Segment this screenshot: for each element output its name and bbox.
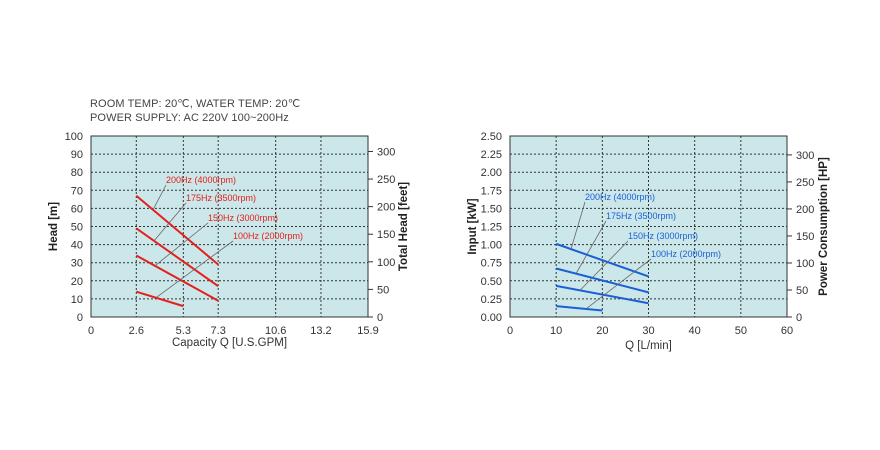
y2-tick-label: 300	[377, 146, 395, 158]
y2-axis-title: Power Consumption [HP]	[818, 157, 830, 296]
series-line	[555, 267, 649, 294]
plot-border	[90, 135, 369, 318]
y2-tick-label: 100	[796, 258, 814, 270]
y-tick-label: 0.25	[481, 294, 502, 306]
series-leader-line	[570, 201, 586, 250]
y2-tick-label: 300	[796, 150, 814, 162]
y-tick-label: 90	[71, 149, 83, 161]
y-tick-label: 100	[65, 131, 83, 143]
x-axis-title: Capacity Q [U.S.GPM]	[172, 337, 287, 349]
series-line	[135, 227, 219, 288]
x-tick-label: 0	[507, 325, 513, 337]
series-line	[135, 194, 219, 266]
y2-tick-label: 200	[377, 202, 395, 214]
y2-tick-label: 0	[377, 312, 383, 324]
y-tick-label: 0.75	[481, 258, 502, 270]
y2-tick-label: 150	[796, 231, 814, 243]
y-tick-label: 80	[71, 167, 83, 179]
y-tick-label: 1.75	[481, 185, 502, 197]
x-tick-label: 2.6	[129, 325, 144, 337]
y2-axis-title: Total Head [feet]	[398, 182, 410, 271]
x-tick-label: 7.3	[211, 325, 226, 337]
y2-tick-label: 100	[377, 257, 395, 269]
y-tick-label: 60	[71, 203, 83, 215]
series-label: 100Hz (2000rpm)	[651, 249, 721, 259]
plot-border	[509, 135, 788, 318]
y-tick-label: 0.50	[481, 276, 502, 288]
head-chart: 0 2.6 5.3 7.3 10.6 13.2 15.9010203040506070809…	[48, 131, 410, 349]
x-tick-label: 50	[735, 325, 747, 337]
y-axis-title: Head [m]	[48, 202, 60, 251]
series-leader-line	[155, 240, 234, 299]
y-tick-label: 20	[71, 276, 83, 288]
y2-tick-label: 0	[796, 312, 802, 324]
x-tick-label: 5.3	[176, 325, 191, 337]
y-tick-label: 10	[71, 294, 83, 306]
series-label: 175Hz (3500rpm)	[186, 193, 256, 203]
series-leader-line	[579, 240, 629, 291]
input-chart: 0 10 20 30 40 50 60 0.00 0.25 0.50 0.75 1.00 1.25 1.5…	[467, 131, 830, 352]
y2-tick-label: 50	[377, 284, 389, 296]
x-tick-label: 10.6	[265, 325, 286, 337]
x-tick-label: 10	[550, 325, 562, 337]
series-label: 175Hz (3500rpm)	[606, 211, 676, 221]
series-label: 200Hz (4000rpm)	[585, 192, 655, 202]
y-tick-label: 2.00	[481, 167, 502, 179]
y-tick-label: 50	[71, 222, 83, 234]
y-tick-label: 1.50	[481, 203, 502, 215]
series-label: 200Hz (4000rpm)	[166, 175, 236, 185]
y2-tick-label: 50	[796, 285, 808, 297]
y-tick-label: 1.25	[481, 222, 502, 234]
y2-tick-label: 250	[796, 177, 814, 189]
x-axis-title: Q [L/min]	[625, 340, 672, 352]
series-leader-line	[575, 220, 607, 274]
y-tick-label: 2.25	[481, 149, 502, 161]
x-tick-label: 40	[689, 325, 701, 337]
y2-tick-label: 200	[796, 204, 814, 216]
series-label: 150Hz (3000rpm)	[628, 231, 698, 241]
series-leader-line	[585, 258, 652, 310]
series-leader-line	[152, 184, 167, 210]
series-line	[556, 305, 603, 312]
y-tick-label: 2.50	[481, 131, 502, 143]
x-tick-label: 13.2	[310, 325, 331, 337]
y-tick-label: 0.00	[481, 312, 502, 324]
plot-area	[91, 136, 368, 317]
condition-power-supply: POWER SUPPLY: AC 220V 100~200Hz	[90, 112, 289, 124]
x-tick-label: 0	[88, 325, 94, 337]
y2-tick-label: 150	[377, 229, 395, 241]
y-axis-title: Input [kW]	[467, 198, 479, 254]
y-tick-label: 1.00	[481, 240, 502, 252]
x-tick-label: 60	[781, 325, 793, 337]
series-line	[555, 242, 649, 278]
series-leader-line	[154, 222, 209, 267]
x-tick-label: 15.9	[357, 325, 378, 337]
y-tick-label: 70	[71, 185, 83, 197]
x-tick-label: 20	[596, 325, 608, 337]
series-line	[135, 254, 219, 302]
y-tick-label: 0	[77, 312, 83, 324]
series-line	[136, 290, 184, 308]
y2-tick-label: 250	[377, 174, 395, 186]
series-leader-line	[153, 202, 187, 242]
condition-room-water-temp: ROOM TEMP: 20℃, WATER TEMP: 20℃	[90, 98, 301, 110]
series-label: 150Hz (3000rpm)	[208, 213, 278, 223]
series-label: 100Hz (2000rpm)	[233, 231, 303, 241]
series-line	[555, 284, 649, 305]
y-tick-label: 30	[71, 258, 83, 270]
y-tick-label: 40	[71, 240, 83, 252]
x-tick-label: 30	[642, 325, 654, 337]
